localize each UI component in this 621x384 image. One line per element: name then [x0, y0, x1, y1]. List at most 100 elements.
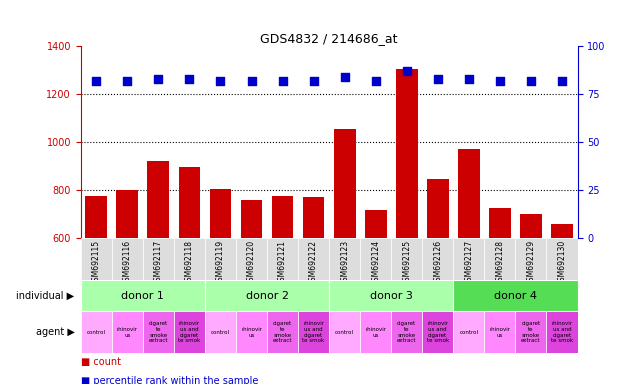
- Bar: [143, 311, 174, 353]
- Text: ■ percentile rank within the sample: ■ percentile rank within the sample: [81, 376, 258, 384]
- Point: [526, 78, 536, 84]
- Point: [153, 76, 163, 82]
- Text: rhinovir
us and
cigaret
te smok: rhinovir us and cigaret te smok: [302, 321, 325, 343]
- Bar: [117, 190, 138, 238]
- Bar: [422, 238, 453, 280]
- Text: cigaret
te
smoke
extract: cigaret te smoke extract: [397, 321, 417, 343]
- Bar: [458, 149, 480, 238]
- Bar: [298, 238, 329, 280]
- Text: GSM692126: GSM692126: [433, 240, 442, 286]
- Text: donor 3: donor 3: [369, 291, 413, 301]
- Point: [495, 78, 505, 84]
- Text: GSM692123: GSM692123: [340, 240, 349, 286]
- Bar: [298, 311, 329, 353]
- Point: [464, 76, 474, 82]
- Text: GSM692127: GSM692127: [465, 240, 473, 286]
- Bar: [329, 311, 360, 353]
- Bar: [205, 280, 329, 311]
- Bar: [551, 223, 573, 238]
- Bar: [546, 238, 578, 280]
- Point: [91, 78, 101, 84]
- Bar: [205, 311, 236, 353]
- Text: cigaret
te
smoke
extract: cigaret te smoke extract: [148, 321, 168, 343]
- Point: [122, 78, 132, 84]
- Text: rhinovir
us and
cigaret
te smok: rhinovir us and cigaret te smok: [551, 321, 573, 343]
- Text: GSM692121: GSM692121: [278, 240, 287, 286]
- Bar: [422, 311, 453, 353]
- Point: [309, 78, 319, 84]
- Bar: [236, 311, 267, 353]
- Bar: [86, 196, 107, 238]
- Bar: [329, 280, 453, 311]
- Bar: [515, 311, 546, 353]
- Bar: [334, 129, 355, 238]
- Text: GSM692129: GSM692129: [527, 240, 535, 286]
- Text: rhinovir
us: rhinovir us: [489, 327, 510, 338]
- Text: GSM692128: GSM692128: [496, 240, 504, 286]
- Point: [215, 78, 225, 84]
- Bar: [236, 238, 267, 280]
- Bar: [365, 210, 386, 238]
- Text: cigaret
te
smoke
extract: cigaret te smoke extract: [521, 321, 541, 343]
- Bar: [453, 238, 484, 280]
- Point: [247, 78, 256, 84]
- Bar: [174, 311, 205, 353]
- Text: rhinovir
us and
cigaret
te smok: rhinovir us and cigaret te smok: [178, 321, 201, 343]
- Text: GSM692122: GSM692122: [309, 240, 318, 286]
- Text: GSM692115: GSM692115: [92, 240, 101, 286]
- Text: rhinovir
us: rhinovir us: [117, 327, 138, 338]
- Bar: [396, 69, 417, 238]
- Text: rhinovir
us and
cigaret
te smok: rhinovir us and cigaret te smok: [427, 321, 449, 343]
- Title: GDS4832 / 214686_at: GDS4832 / 214686_at: [260, 32, 398, 45]
- Bar: [81, 280, 205, 311]
- Bar: [241, 200, 263, 238]
- Text: GSM692116: GSM692116: [123, 240, 132, 286]
- Point: [278, 78, 288, 84]
- Bar: [303, 197, 325, 238]
- Bar: [360, 238, 391, 280]
- Bar: [520, 214, 542, 238]
- Bar: [81, 238, 112, 280]
- Text: ■ count: ■ count: [81, 357, 120, 367]
- Text: GSM692119: GSM692119: [216, 240, 225, 286]
- Bar: [453, 311, 484, 353]
- Bar: [148, 161, 169, 238]
- Text: donor 4: donor 4: [494, 291, 537, 301]
- Point: [402, 68, 412, 74]
- Bar: [112, 311, 143, 353]
- Bar: [112, 238, 143, 280]
- Bar: [484, 238, 515, 280]
- Text: individual ▶: individual ▶: [16, 291, 75, 301]
- Text: control: control: [335, 329, 354, 335]
- Bar: [272, 196, 294, 238]
- Text: GSM692130: GSM692130: [558, 240, 566, 286]
- Bar: [179, 167, 200, 238]
- Text: agent ▶: agent ▶: [35, 327, 75, 337]
- Text: GSM692120: GSM692120: [247, 240, 256, 286]
- Text: GSM692124: GSM692124: [371, 240, 380, 286]
- Point: [371, 78, 381, 84]
- Text: cigaret
te
smoke
extract: cigaret te smoke extract: [273, 321, 292, 343]
- Bar: [391, 311, 422, 353]
- Bar: [267, 311, 298, 353]
- Point: [184, 76, 194, 82]
- Bar: [205, 238, 236, 280]
- Bar: [489, 208, 510, 238]
- Point: [433, 76, 443, 82]
- Point: [340, 74, 350, 80]
- Bar: [210, 189, 232, 238]
- Bar: [360, 311, 391, 353]
- Bar: [484, 311, 515, 353]
- Text: donor 2: donor 2: [245, 291, 289, 301]
- Bar: [174, 238, 205, 280]
- Bar: [81, 311, 112, 353]
- Bar: [267, 238, 298, 280]
- Bar: [515, 238, 546, 280]
- Text: GSM692125: GSM692125: [402, 240, 411, 286]
- Point: [557, 78, 567, 84]
- Text: control: control: [460, 329, 478, 335]
- Text: GSM692117: GSM692117: [154, 240, 163, 286]
- Bar: [546, 311, 578, 353]
- Bar: [391, 238, 422, 280]
- Text: control: control: [87, 329, 106, 335]
